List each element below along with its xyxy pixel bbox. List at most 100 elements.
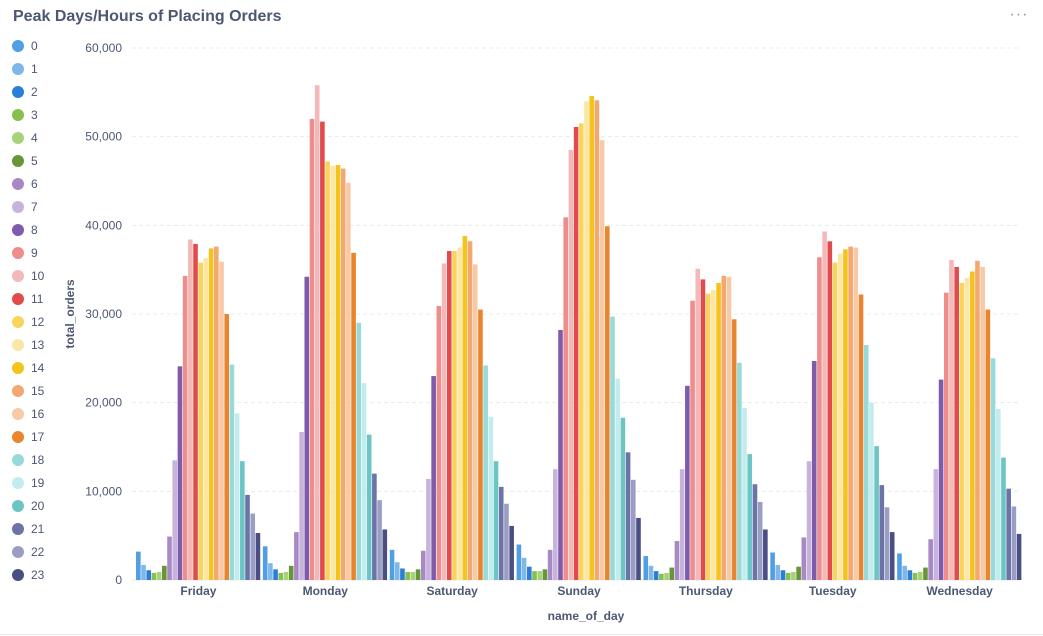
bar-wednesday-hour-17[interactable] [985, 309, 991, 580]
bar-friday-hour-8[interactable] [177, 366, 183, 580]
bar-monday-hour-5[interactable] [288, 565, 294, 580]
bar-wednesday-hour-4[interactable] [917, 572, 923, 580]
bar-saturday-hour-8[interactable] [431, 376, 436, 580]
bar-monday-hour-14[interactable] [335, 165, 341, 581]
legend-item[interactable]: 6 [12, 175, 38, 193]
bar-monday-hour-13[interactable] [330, 165, 336, 580]
legend-item[interactable]: 5 [12, 152, 38, 170]
bar-saturday-hour-14[interactable] [462, 235, 468, 580]
bar-thursday-hour-19[interactable] [742, 407, 747, 580]
bar-saturday-hour-11[interactable] [446, 251, 452, 580]
bar-saturday-hour-18[interactable] [483, 365, 488, 580]
bar-wednesday-hour-15[interactable] [975, 260, 980, 580]
bar-thursday-hour-3[interactable] [659, 573, 664, 580]
bar-monday-hour-17[interactable] [351, 252, 356, 580]
bar-monday-hour-18[interactable] [356, 322, 362, 580]
bar-monday-hour-3[interactable] [278, 572, 284, 580]
bar-thursday-hour-10[interactable] [695, 268, 701, 580]
bar-sunday-hour-7[interactable] [553, 469, 558, 580]
bar-thursday-hour-11[interactable] [700, 279, 706, 580]
legend-item[interactable]: 9 [12, 244, 38, 262]
legend-item[interactable]: 22 [12, 543, 44, 561]
bar-saturday-hour-0[interactable] [389, 549, 395, 580]
bar-saturday-hour-3[interactable] [405, 572, 410, 580]
bar-monday-hour-6[interactable] [294, 532, 299, 580]
bar-tuesday-hour-0[interactable] [770, 552, 775, 580]
bar-thursday-hour-16[interactable] [726, 276, 732, 580]
bar-monday-hour-21[interactable] [372, 473, 377, 580]
ellipsis-icon[interactable]: ··· [1009, 6, 1029, 23]
legend-item[interactable]: 23 [12, 566, 44, 584]
bar-sunday-hour-13[interactable] [584, 101, 589, 580]
bar-sunday-hour-2[interactable] [527, 566, 532, 580]
legend-item[interactable]: 20 [12, 497, 44, 515]
bar-thursday-hour-23[interactable] [763, 529, 768, 580]
bar-saturday-hour-21[interactable] [498, 486, 504, 580]
bar-friday-hour-17[interactable] [224, 314, 230, 580]
bar-sunday-hour-15[interactable] [594, 100, 600, 581]
bar-sunday-hour-21[interactable] [625, 452, 631, 580]
legend-item[interactable]: 17 [12, 428, 44, 446]
bar-sunday-hour-12[interactable] [579, 123, 584, 580]
bar-tuesday-hour-11[interactable] [827, 241, 833, 580]
bar-saturday-hour-17[interactable] [478, 309, 483, 580]
bar-sunday-hour-9[interactable] [563, 217, 568, 580]
bar-tuesday-hour-14[interactable] [843, 249, 848, 581]
bar-wednesday-hour-12[interactable] [959, 282, 965, 580]
bar-tuesday-hour-22[interactable] [884, 507, 890, 580]
legend-item[interactable]: 10 [12, 267, 44, 285]
bar-saturday-hour-13[interactable] [457, 247, 462, 581]
bar-friday-hour-6[interactable] [167, 536, 172, 580]
bar-thursday-hour-21[interactable] [752, 484, 758, 580]
bar-saturday-hour-7[interactable] [426, 478, 431, 580]
legend-item[interactable]: 14 [12, 359, 44, 377]
bar-thursday-hour-5[interactable] [669, 567, 675, 580]
bar-wednesday-hour-13[interactable] [964, 277, 970, 580]
bar-sunday-hour-6[interactable] [547, 549, 553, 580]
bar-thursday-hour-15[interactable] [721, 275, 727, 580]
bar-saturday-hour-20[interactable] [493, 461, 499, 580]
bar-friday-hour-21[interactable] [245, 494, 250, 580]
legend-item[interactable]: 12 [12, 313, 44, 331]
bar-sunday-hour-5[interactable] [542, 569, 548, 580]
bar-friday-hour-20[interactable] [240, 461, 245, 580]
bar-thursday-hour-7[interactable] [679, 469, 685, 580]
bar-tuesday-hour-13[interactable] [837, 253, 843, 580]
bar-tuesday-hour-16[interactable] [853, 247, 859, 581]
bar-saturday-hour-22[interactable] [504, 503, 509, 580]
bar-wednesday-hour-1[interactable] [902, 565, 907, 580]
bar-friday-hour-5[interactable] [162, 565, 167, 580]
bar-saturday-hour-5[interactable] [415, 569, 421, 580]
legend-item[interactable]: 0 [12, 37, 38, 55]
bar-wednesday-hour-11[interactable] [954, 267, 959, 580]
bar-saturday-hour-23[interactable] [509, 525, 514, 580]
legend-item[interactable]: 13 [12, 336, 44, 354]
bar-wednesday-hour-5[interactable] [923, 567, 928, 580]
bar-friday-hour-1[interactable] [141, 564, 146, 580]
bar-friday-hour-3[interactable] [151, 572, 157, 580]
bar-monday-hour-19[interactable] [361, 383, 367, 580]
bar-wednesday-hour-3[interactable] [912, 572, 918, 580]
bar-tuesday-hour-19[interactable] [869, 402, 874, 580]
bar-monday-hour-23[interactable] [382, 529, 388, 580]
bar-saturday-hour-4[interactable] [410, 572, 416, 580]
bar-monday-hour-16[interactable] [346, 182, 351, 581]
legend-item[interactable]: 3 [12, 106, 38, 124]
bar-tuesday-hour-15[interactable] [848, 246, 853, 580]
bar-wednesday-hour-14[interactable] [969, 271, 975, 580]
bar-tuesday-hour-10[interactable] [822, 231, 827, 581]
bar-sunday-hour-1[interactable] [521, 557, 527, 580]
bar-tuesday-hour-4[interactable] [791, 572, 796, 580]
bar-monday-hour-10[interactable] [314, 85, 320, 581]
bar-tuesday-hour-6[interactable] [801, 537, 807, 580]
bar-friday-hour-2[interactable] [146, 570, 152, 580]
bar-monday-hour-1[interactable] [268, 563, 273, 580]
bar-tuesday-hour-17[interactable] [858, 294, 864, 580]
bar-sunday-hour-3[interactable] [532, 571, 537, 580]
bar-monday-hour-0[interactable] [262, 546, 268, 580]
bar-thursday-hour-6[interactable] [674, 540, 680, 580]
bar-tuesday-hour-2[interactable] [780, 570, 786, 580]
bar-monday-hour-7[interactable] [299, 431, 304, 580]
bar-friday-hour-22[interactable] [250, 513, 256, 581]
bar-friday-hour-15[interactable] [214, 246, 219, 580]
